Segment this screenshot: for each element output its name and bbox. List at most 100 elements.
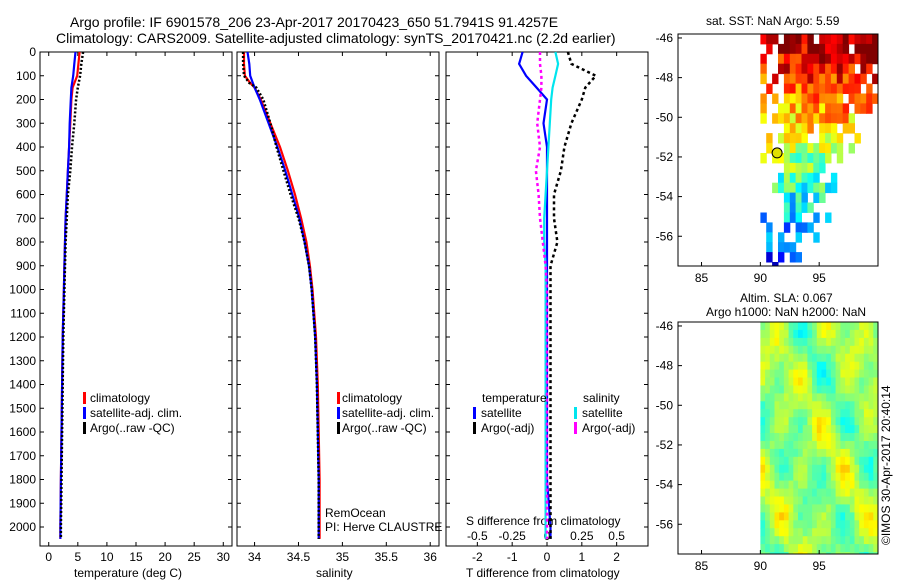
sla-cell [798, 512, 804, 521]
sst-cell [830, 34, 838, 45]
sla-cell [807, 353, 813, 363]
sla-cell [854, 377, 860, 386]
sla-cell [863, 480, 870, 489]
sst-cell [801, 172, 808, 184]
legend-swatch-satellite [83, 407, 86, 419]
sla-cell [812, 409, 818, 418]
sla-cell [835, 536, 841, 545]
sla-cell [830, 480, 837, 489]
sla-cell [821, 377, 827, 386]
sst-cell [813, 182, 820, 194]
sst-cell [836, 43, 844, 55]
sla-cell [760, 417, 766, 426]
sla-cell [812, 361, 818, 371]
sla-cell [849, 409, 855, 418]
sst-cell [825, 43, 832, 55]
sla-cell [849, 425, 855, 434]
sla-cell [835, 504, 841, 513]
sst-cell [830, 103, 838, 114]
sst-cell [807, 83, 814, 94]
sla-cell [849, 464, 855, 474]
sst-cell [848, 63, 855, 75]
y-tick-label: 700 [16, 211, 36, 225]
sla-cell [765, 552, 771, 554]
sla-cell [849, 496, 855, 505]
sst-cell [801, 113, 808, 124]
sla-cell [873, 441, 878, 450]
sla-cell [821, 496, 827, 505]
sst-cell [807, 103, 814, 114]
sst-cell [766, 222, 773, 233]
sst-cell [848, 123, 855, 134]
sla-cell [783, 322, 790, 331]
sla-cell [854, 337, 860, 347]
sla-cell [812, 433, 818, 442]
sst-cell [760, 113, 767, 124]
sla-cell [840, 448, 846, 458]
sla-cell [760, 401, 766, 410]
sla-cell [793, 409, 799, 418]
sst-cell [825, 182, 832, 194]
sla-cell [863, 385, 870, 394]
sla-cell [840, 393, 846, 402]
sst-cell [778, 232, 785, 243]
sla-cell [830, 528, 837, 537]
sla-cell [849, 329, 855, 339]
sla-cell [840, 417, 846, 426]
sla-cell [835, 464, 841, 474]
sla-cell [802, 377, 808, 386]
sla-cell [798, 361, 804, 371]
sla-cell [826, 361, 832, 371]
sla-cell [849, 488, 855, 497]
sla-cell [835, 441, 841, 450]
sla-cell [826, 464, 832, 474]
sla-cell [816, 441, 822, 450]
sst-cell [825, 123, 832, 134]
sla-cell [779, 369, 785, 378]
salinity-legend: climatology satellite-adj. clim. Argo(..… [337, 391, 434, 435]
sst-cell [825, 143, 832, 154]
sla-cell [821, 361, 827, 371]
sla-cell [859, 464, 865, 474]
sla-cell [830, 353, 837, 363]
sst-cell [801, 143, 808, 154]
legend-swatch-climatology [83, 392, 86, 404]
legend-swatch-argo [337, 422, 340, 434]
sla-cell [840, 377, 846, 386]
sla-cell [793, 520, 799, 529]
sla-cell [859, 504, 865, 513]
sla-cell [835, 401, 841, 410]
sla-cell [826, 417, 832, 426]
sla-cell [873, 417, 878, 426]
sla-cell [859, 322, 865, 331]
sla-cell [845, 361, 851, 371]
sla-cell [765, 536, 771, 545]
t-diff-tick-label: 0 [544, 550, 551, 564]
sla-cell [760, 456, 766, 466]
sla-cell [783, 544, 790, 553]
sla-cell [859, 472, 865, 482]
sla-cell [760, 353, 766, 363]
sla-cell [845, 464, 851, 474]
sla-cell [774, 385, 780, 394]
sla-cell [816, 377, 822, 386]
sla-cell [760, 528, 766, 537]
y-tick-label: 1900 [9, 496, 36, 510]
sla-cell [863, 337, 870, 347]
sla-cell [830, 322, 837, 331]
sla-cell [849, 480, 855, 489]
sla-cell [873, 361, 878, 371]
sla-cell [802, 337, 808, 347]
sla-cell [802, 353, 808, 363]
sla-cell [835, 456, 841, 466]
sla-cell [812, 504, 818, 513]
sla-cell [788, 464, 794, 474]
sla-cell [868, 385, 874, 394]
sla-cell [868, 488, 874, 497]
sst-cell [760, 212, 767, 223]
sla-cell [863, 536, 870, 545]
sla-cell [849, 369, 855, 378]
sla-cell [849, 456, 855, 466]
sla-cell [793, 528, 799, 537]
sla-cell [816, 433, 822, 442]
